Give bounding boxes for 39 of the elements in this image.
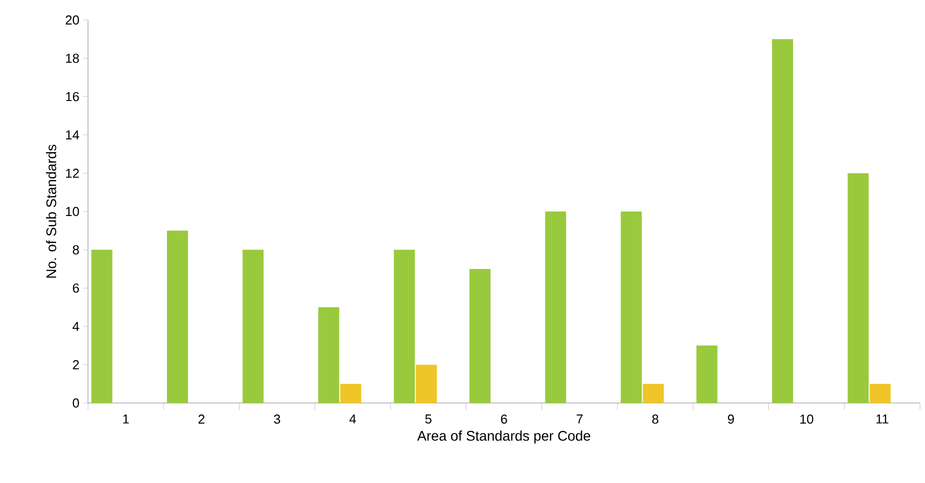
x-tick-label: 7 (576, 414, 583, 424)
y-tick-label: 2 (72, 360, 79, 370)
bar (772, 39, 794, 403)
bar (870, 384, 891, 403)
x-tick-label: 4 (349, 414, 356, 424)
x-tick-label: 2 (198, 414, 204, 424)
y-tick-label: 6 (72, 284, 79, 293)
x-tick-label: 8 (652, 414, 658, 424)
y-tick-label: 18 (66, 54, 79, 63)
x-tick-label: 9 (728, 414, 734, 424)
y-tick-label: 10 (66, 206, 79, 216)
bar (91, 250, 112, 403)
y-tick-label: 20 (66, 15, 79, 25)
x-tick-label: 6 (501, 414, 508, 424)
x-tick-label: 5 (425, 414, 432, 424)
y-axis-title: No. of Sub Standards (46, 144, 56, 278)
bar (166, 230, 188, 403)
bar (696, 346, 718, 403)
bar (242, 250, 264, 403)
bar (470, 268, 491, 403)
bar (642, 384, 664, 403)
x-tick-label: 1 (123, 414, 129, 424)
bar (848, 173, 869, 403)
x-tick-label: 11 (876, 414, 888, 424)
y-tick-label: 16 (66, 92, 79, 102)
bar (620, 211, 642, 403)
bar (416, 364, 437, 403)
x-tick-label: 10 (800, 414, 814, 424)
y-tick-label: 0 (72, 398, 79, 408)
bar (394, 250, 415, 403)
y-tick-label: 14 (66, 130, 80, 140)
bar (318, 307, 340, 403)
bar (545, 211, 566, 403)
x-tick-label: 3 (274, 414, 280, 424)
x-axis-title: Area of Standards per Code (417, 430, 590, 444)
y-tick-label: 4 (72, 322, 80, 331)
bar (340, 384, 362, 403)
y-tick-label: 8 (72, 245, 79, 254)
y-tick-label: 12 (66, 168, 79, 178)
